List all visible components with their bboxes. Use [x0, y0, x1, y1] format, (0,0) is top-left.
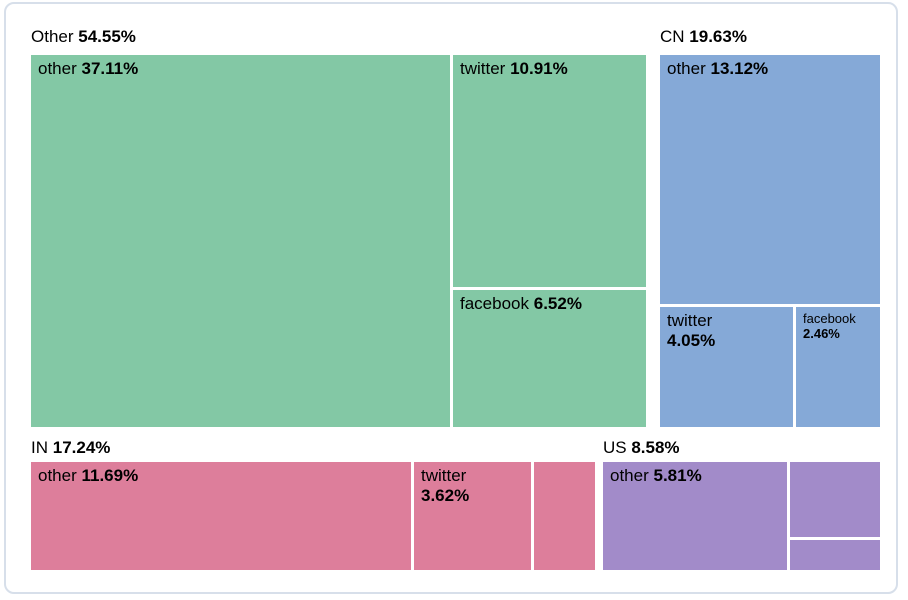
- treemap-cell-other-facebook[interactable]: facebook 6.52%: [453, 290, 646, 427]
- treemap-group-label-in: IN 17.24%: [31, 438, 111, 457]
- treemap-group-label-cn: CN 19.63%: [660, 27, 747, 46]
- treemap-group-label-us: US 8.58%: [603, 438, 680, 457]
- treemap-cell-label: other 13.12%: [667, 59, 769, 78]
- treemap-cell-us-other[interactable]: other 5.81%: [603, 462, 787, 570]
- treemap-cell-in-other[interactable]: other 11.69%: [31, 462, 411, 570]
- treemap-cell-cn-twitter[interactable]: twitter 4.05%: [660, 307, 793, 427]
- treemap-cell-label: other 5.81%: [610, 466, 702, 485]
- treemap-cell-other-other[interactable]: other 37.11%: [31, 55, 450, 427]
- treemap-cell-label: facebook 2.46%: [803, 311, 856, 342]
- treemap-cell-label: twitter 3.62%: [421, 466, 470, 506]
- treemap-cell-cn-facebook[interactable]: facebook 2.46%: [796, 307, 880, 427]
- treemap-cell-label: twitter 10.91%: [460, 59, 568, 78]
- treemap-cell-label: other 37.11%: [38, 59, 139, 78]
- treemap-cell-label: twitter 4.05%: [667, 311, 716, 351]
- treemap-cell-us-unlabeled-2[interactable]: [790, 540, 880, 570]
- treemap-cell-label: facebook 6.52%: [460, 294, 582, 313]
- treemap-cell-in-unlabeled-2[interactable]: [534, 462, 595, 570]
- treemap-cell-other-twitter[interactable]: twitter 10.91%: [453, 55, 646, 287]
- treemap-cell-in-twitter[interactable]: twitter 3.62%: [414, 462, 531, 570]
- treemap-cell-cn-other[interactable]: other 13.12%: [660, 55, 880, 304]
- treemap-cell-label: other 11.69%: [38, 466, 139, 485]
- treemap-cell-us-unlabeled-1[interactable]: [790, 462, 880, 537]
- treemap-group-label-other: Other 54.55%: [31, 27, 136, 46]
